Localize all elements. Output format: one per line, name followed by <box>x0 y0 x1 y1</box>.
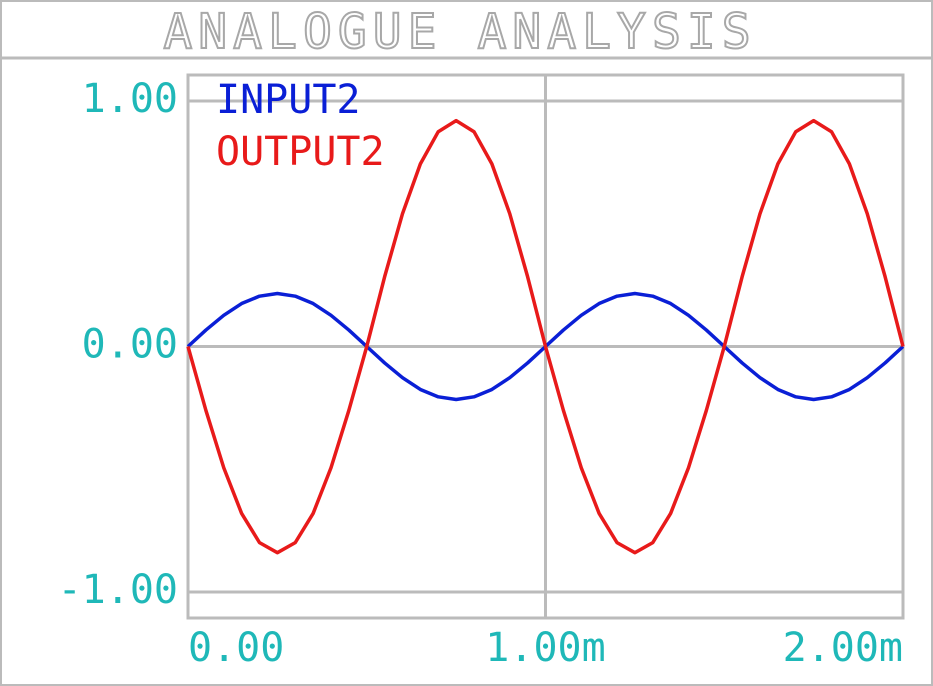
legend-entry: OUTPUT2 <box>216 129 385 175</box>
x-tick-label: 1.00m <box>485 625 605 671</box>
chart-title: ANALOGUE ANALYSIS <box>163 4 756 60</box>
x-tick-label: 0.00 <box>188 625 284 671</box>
y-tick-label: 0.00 <box>82 322 178 368</box>
y-tick-label: -1.00 <box>58 567 178 613</box>
x-tick-label: 2.00m <box>783 625 903 671</box>
series-line <box>186 118 905 555</box>
y-tick-label: 1.00 <box>82 76 178 122</box>
legend-entry: INPUT2 <box>216 77 361 123</box>
